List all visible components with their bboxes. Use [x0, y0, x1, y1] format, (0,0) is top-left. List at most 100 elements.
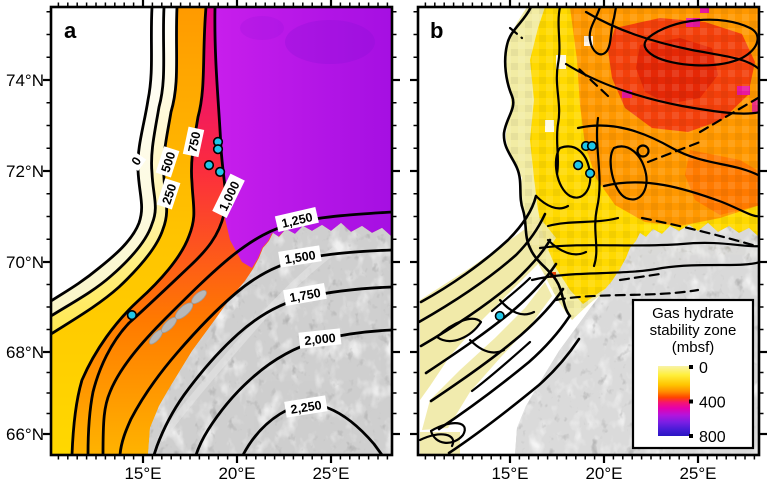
island-chain: [149, 290, 207, 345]
purple-shade-patch: [240, 16, 284, 40]
contour-label: 0: [125, 150, 147, 171]
lat-tick-label: 70°N: [6, 253, 44, 272]
contour-line-250: [51, 7, 166, 318]
legend-tick-400: 400: [699, 395, 726, 412]
fault-line-dashed: [646, 140, 702, 164]
contour-label: 500: [155, 146, 180, 178]
fault-line-dashed: [640, 216, 758, 248]
legend-box: [631, 298, 755, 450]
ghsz-purple-region: [214, 7, 392, 268]
fault-line: [435, 317, 483, 343]
fault-line: [564, 62, 759, 115]
lon-tick-label: 25°E: [312, 464, 349, 483]
svg-text:500: 500: [159, 150, 179, 174]
lat-tick-label: 74°N: [6, 71, 44, 90]
contour-label: 250: [156, 178, 181, 210]
fault-line: [470, 340, 532, 393]
contour-label: 2,000: [298, 328, 342, 349]
legend-title-line1: Gas hydrate: [652, 305, 734, 322]
fault-line: [429, 287, 565, 403]
fault-line-dashed: [554, 288, 700, 302]
lon-tick-label: 20°E: [585, 464, 622, 483]
fault-line: [554, 145, 592, 199]
contour-line-2000: [194, 328, 392, 455]
site-marker: [212, 144, 224, 155]
fault-line: [643, 18, 759, 67]
fault-lines: [418, 7, 759, 455]
lon-tick-label: 15°E: [124, 464, 161, 483]
svg-text:750: 750: [185, 130, 203, 153]
contour-line-750: [70, 7, 208, 455]
legend-title-line3: (mbsf): [672, 339, 715, 356]
site-marker: [203, 160, 215, 171]
fault-line: [437, 315, 571, 431]
ticks-panel-b: [410, 0, 767, 463]
lon-tick-label: 15°E: [491, 464, 528, 483]
ticks-panel-a: [43, 0, 400, 463]
contour-label: 750: [182, 126, 205, 158]
fault-line: [429, 422, 466, 444]
panel-a-frame: [49, 5, 394, 457]
fault-line: [546, 216, 620, 228]
site-marker: [586, 140, 598, 152]
site-marker: [494, 310, 505, 322]
site-marker: [126, 310, 137, 321]
fault-line: [588, 7, 618, 56]
site-marker: [584, 168, 596, 179]
svg-text:1,250: 1,250: [280, 210, 314, 231]
fault-line: [498, 298, 536, 316]
fault-line: [609, 145, 648, 201]
contour-line-1750: [152, 285, 392, 455]
fault-line: [555, 7, 562, 176]
lat-tick-label: 72°N: [6, 162, 44, 181]
contour-line-1000: [86, 7, 227, 455]
contour-label: 1,250: [274, 207, 319, 232]
site-markers-panel-a: [126, 136, 226, 321]
fault-line-dashed: [508, 26, 524, 40]
fault-line: [418, 212, 547, 324]
panel-b-frame: [416, 5, 761, 457]
contour-line-0: [51, 7, 154, 303]
fault-line: [490, 276, 532, 313]
lat-tick-label: 66°N: [6, 425, 44, 444]
svg-text:1,500: 1,500: [284, 248, 317, 267]
fault-line: [418, 433, 455, 448]
panel-a-letter: a: [64, 18, 77, 43]
legend: Gas hydrate stability zone (mbsf) 0 400 …: [631, 298, 755, 450]
fault-line: [468, 338, 506, 354]
panel-b-map: Gas hydrate stability zone (mbsf) 0 400 …: [416, 5, 761, 457]
site-marker: [215, 166, 226, 177]
fault-line: [584, 10, 759, 71]
fault-line: [447, 337, 581, 455]
lon-tick-label: 20°E: [218, 464, 255, 483]
site-marker: [572, 160, 584, 171]
fault-line: [538, 241, 759, 250]
contour-label: 1,500: [278, 245, 322, 268]
lon-tick-label: 25°E: [679, 464, 716, 483]
fault-line: [602, 181, 759, 218]
svg-text:2,250: 2,250: [290, 398, 323, 417]
legend-title-line2: stability zone: [650, 322, 737, 339]
contour-label: 2,250: [284, 395, 328, 418]
legend-colorbar-ticks: [689, 365, 693, 438]
fault-line: [546, 238, 588, 256]
legend-tick-800: 800: [699, 429, 726, 446]
purple-shade-patch: [285, 20, 375, 64]
lat-tick-label: 68°N: [6, 343, 44, 362]
legend-colorbar: [658, 366, 690, 436]
fault-line: [534, 194, 570, 210]
svg-text:250: 250: [160, 182, 180, 206]
panel-b-letter: b: [430, 18, 443, 43]
site-markers-panel-b: [494, 140, 598, 322]
fault-line: [530, 261, 759, 282]
fault-line: [592, 116, 601, 268]
fault-ring: [636, 144, 650, 158]
fault-line-dashed: [618, 272, 662, 282]
svg-text:2,000: 2,000: [304, 331, 337, 348]
fault-line: [502, 7, 572, 318]
fault-line-dashed: [576, 66, 610, 98]
axis-ticks-and-labels: 15°E 20°E 25°E 15°E 20°E 25°E 74°N 72°N 70°N 68°N…: [6, 0, 767, 483]
